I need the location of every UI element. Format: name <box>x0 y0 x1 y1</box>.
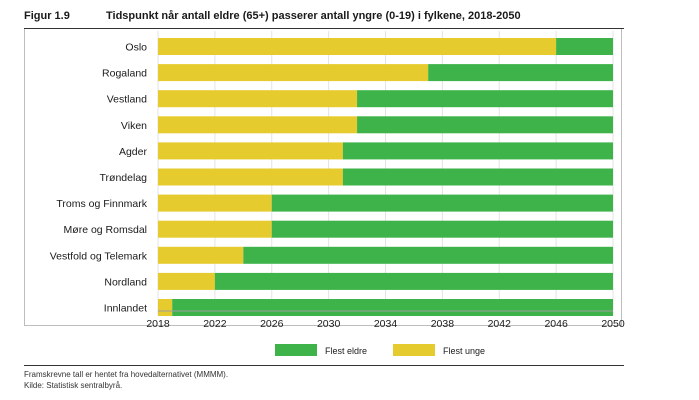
bar-eldre-troms-og-finnmark <box>271 194 613 212</box>
category-label-vestland: Vestland <box>107 94 147 106</box>
bar-unge-viken <box>158 116 358 134</box>
bar-unge-nordland <box>158 272 215 290</box>
bar-eldre-trøndelag <box>342 168 613 186</box>
legend-label-flest-unge: Flest unge <box>443 346 485 356</box>
category-label-innlandet: Innlandet <box>104 303 147 315</box>
figure-number: Figur 1.9 <box>24 10 70 22</box>
bar-unge-vestfold-og-telemark <box>158 246 244 264</box>
top-rule <box>24 28 624 29</box>
bar-eldre-oslo <box>556 38 613 55</box>
x-tick-label-2022: 2022 <box>203 318 227 330</box>
bar-unge-oslo <box>158 38 557 55</box>
category-label-troms-og-finnmark: Troms og Finnmark <box>56 198 147 210</box>
x-tick-label-2018: 2018 <box>146 318 170 330</box>
category-label-viken: Viken <box>121 120 147 132</box>
bar-chart: Oslo Rogaland Vestland Viken Agder Trøndelag T… <box>50 31 625 356</box>
x-tick-label-2034: 2034 <box>374 318 398 330</box>
bar-eldre-møre-og-romsdal <box>271 220 613 238</box>
x-tick-label-2026: 2026 <box>260 318 284 330</box>
figure-title: Tidspunkt når antall eldre (65+) passere… <box>106 10 521 22</box>
bar-unge-møre-og-romsdal <box>158 220 272 238</box>
x-tick-label-2038: 2038 <box>431 318 455 330</box>
x-tick-label-2042: 2042 <box>488 318 512 330</box>
legend-swatch-flest-eldre <box>275 344 317 356</box>
bar-unge-rogaland <box>158 64 429 82</box>
chart-frame: Oslo Rogaland Vestland Viken Agder Trøndelag T… <box>24 29 625 356</box>
bottom-rule <box>24 365 624 366</box>
category-label-møre-og-romsdal: Møre og Romsdal <box>64 224 147 236</box>
bar-unge-innlandet <box>158 299 173 316</box>
bar-eldre-vestfold-og-telemark <box>243 246 613 264</box>
bar-eldre-rogaland <box>428 64 613 82</box>
category-label-nordland: Nordland <box>104 276 147 288</box>
bar-eldre-innlandet <box>172 299 613 316</box>
bar-eldre-agder <box>342 142 613 160</box>
bar-unge-trøndelag <box>158 168 343 186</box>
bar-unge-agder <box>158 142 343 160</box>
x-tick-label-2050: 2050 <box>601 318 625 330</box>
x-tick-label-2046: 2046 <box>544 318 568 330</box>
bar-unge-troms-og-finnmark <box>158 194 272 212</box>
legend-swatch-flest-unge <box>393 344 435 356</box>
category-label-vestfold-og-telemark: Vestfold og Telemark <box>50 250 148 262</box>
category-label-agder: Agder <box>119 146 148 158</box>
bar-eldre-vestland <box>357 90 613 108</box>
bar-unge-vestland <box>158 90 358 108</box>
category-label-trøndelag: Trøndelag <box>100 172 148 184</box>
x-tick-label-2030: 2030 <box>317 318 341 330</box>
category-label-rogaland: Rogaland <box>102 68 147 80</box>
bar-eldre-nordland <box>214 272 613 290</box>
bar-eldre-viken <box>357 116 613 134</box>
footnote-source-note: Framskrevne tall er hentet fra hovedalte… <box>24 370 229 379</box>
figure-header: Figur 1.9 Tidspunkt når antall eldre (65+… <box>24 10 521 22</box>
category-label-oslo: Oslo <box>125 42 147 54</box>
footnote-source: Kilde: Statistisk sentralbyrå. <box>24 381 123 390</box>
legend-label-flest-eldre: Flest eldre <box>325 346 367 356</box>
